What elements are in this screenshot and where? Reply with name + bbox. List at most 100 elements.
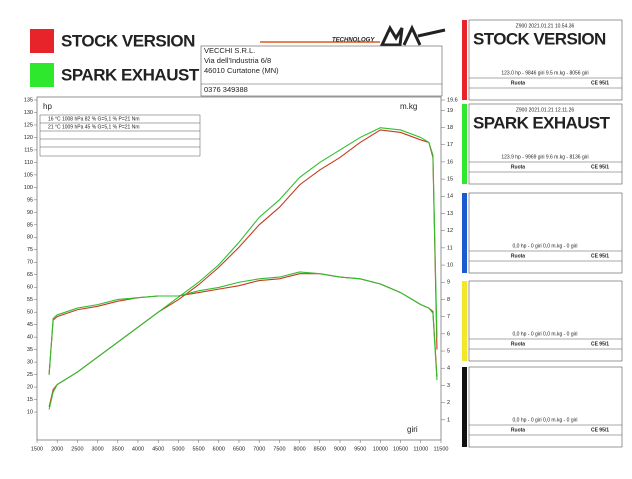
y-tick-label: 35: [27, 347, 33, 353]
condition: 21 °C 1009 hPa 45 % G=5,1 % P=21 Nm: [48, 124, 140, 130]
y2-tick-label: 13: [447, 211, 453, 217]
y2-tick-label: 18: [447, 125, 453, 131]
series-line: [48, 127, 438, 410]
y-tick-label: 50: [27, 310, 33, 316]
x-tick-label: 2000: [51, 446, 63, 452]
x-tick-label: 11500: [434, 446, 449, 452]
x-tick-label: 4000: [132, 446, 144, 452]
x-tick-label: 3500: [112, 446, 124, 452]
y-tick-label: 120: [24, 135, 33, 141]
panel-frame: [468, 19, 623, 101]
panel-norm: CE 95/1: [591, 427, 609, 433]
y2-tick-label: 12: [447, 228, 453, 234]
y2-tick-label: 7: [447, 314, 450, 320]
panel-mode: Ruota: [511, 164, 525, 170]
x-tick-label: 4500: [152, 446, 164, 452]
y-axis-label: hp: [43, 102, 52, 111]
panel-color-bar: [462, 281, 467, 361]
x-tick-label: 9500: [354, 446, 366, 452]
y2-tick-label: 11: [447, 245, 453, 251]
legend-swatch: [30, 63, 54, 87]
y-tick-label: 115: [24, 147, 33, 153]
y2-tick-label: 19: [447, 108, 453, 114]
y2-tick-label: 8: [447, 297, 450, 303]
x-tick-label: 10500: [393, 446, 408, 452]
logo-mark: [379, 24, 446, 47]
condition: 16 °C 1008 hPa 82 % G=5,1 % P=21 Nm: [48, 116, 140, 122]
x-tick-label: 10000: [373, 446, 388, 452]
y-tick-label: 65: [27, 272, 33, 278]
address-line: 0376 349388: [204, 85, 248, 94]
x-tick-label: 9000: [334, 446, 346, 452]
panel-result: 0,0 hp - 0 giri 0,0 m.kg - 0 giri: [512, 331, 577, 337]
panel-frame: [468, 103, 623, 185]
y-tick-label: 135: [24, 97, 33, 103]
y2-axis-label: m.kg: [400, 102, 417, 111]
y-tick-label: 95: [27, 197, 33, 203]
address-line: Via dell'Industria 6/8: [204, 56, 271, 65]
panel-color-bar: [462, 367, 467, 447]
x-axis-label: giri: [407, 425, 418, 434]
x-tick-label: 6500: [233, 446, 245, 452]
y-tick-label: 30: [27, 360, 33, 366]
y-tick-label: 90: [27, 210, 33, 216]
y2-tick-label: 4: [447, 366, 450, 372]
panel-frame: [468, 192, 623, 274]
table-frame: [39, 114, 201, 157]
x-tick-label: 1500: [31, 446, 43, 452]
y2-tick-label: 17: [447, 142, 453, 148]
y-tick-label: 40: [27, 335, 33, 341]
y2-tick-label: 9: [447, 280, 450, 286]
x-tick-label: 8000: [293, 446, 305, 452]
y2-tick-label: 5: [447, 348, 450, 354]
panel-result: 123.0 hp - 9846 giri 9.5 m.kg - 8056 gir…: [501, 70, 588, 76]
panel-norm: CE 95/1: [591, 253, 609, 259]
y-tick-label: 75: [27, 247, 33, 253]
x-tick-label: 11000: [413, 446, 428, 452]
y-tick-label: 100: [24, 185, 33, 191]
x-tick-label: 3000: [91, 446, 103, 452]
y2-tick-label: 14: [447, 194, 453, 200]
y-tick-label: 105: [24, 172, 33, 178]
y-tick-label: 110: [24, 160, 33, 166]
panel-result: 123.9 hp - 9969 giri 9.6 m.kg - 8136 gir…: [501, 154, 588, 160]
y-tick-label: 15: [27, 397, 33, 403]
y-tick-label: 55: [27, 297, 33, 303]
y-tick-label: 70: [27, 260, 33, 266]
address-box: [200, 45, 443, 97]
legend-label: STOCK VERSION: [61, 31, 195, 50]
x-tick-label: 8500: [314, 446, 326, 452]
series-line: [48, 129, 438, 408]
series-line: [48, 271, 438, 381]
conditions-table: 16 °C 1008 hPa 82 % G=5,1 % P=21 Nm 21 °…: [39, 114, 201, 157]
panel-mode: Ruota: [511, 427, 525, 433]
panel-title: SPARK EXHAUST: [473, 113, 611, 132]
panel-title: STOCK VERSION: [473, 29, 606, 48]
panel-info: Z900 2021.01.21 10.54.36: [516, 23, 575, 29]
panel-result: 0,0 hp - 0 giri 0,0 m.kg - 0 giri: [512, 243, 577, 249]
x-tick-label: 7500: [273, 446, 285, 452]
y2-tick-label: 3: [447, 383, 450, 389]
y-tick-label: 125: [24, 122, 33, 128]
y-tick-label: 60: [27, 285, 33, 291]
y2-tick-label: 10: [447, 263, 453, 269]
panel-color-bar: [462, 193, 467, 273]
panel-frame: [468, 366, 623, 448]
y2-tick-label: 16: [447, 159, 453, 165]
x-tick-label: 2500: [71, 446, 83, 452]
x-tick-label: 5000: [172, 446, 184, 452]
panel-result: 0,0 hp - 0 giri 0,0 m.kg - 0 giri: [512, 417, 577, 423]
panel-color-bar: [462, 104, 467, 184]
panel-norm: CE 95/1: [591, 80, 609, 86]
panel-norm: CE 95/1: [591, 341, 609, 347]
legend-swatch: [30, 29, 54, 53]
panel-mode: Ruota: [511, 253, 525, 259]
y-tick-label: 85: [27, 222, 33, 228]
y-tick-label: 25: [27, 372, 33, 378]
panel-mode: Ruota: [511, 341, 525, 347]
x-tick-label: 5500: [192, 446, 204, 452]
y-tick-label: 80: [27, 235, 33, 241]
